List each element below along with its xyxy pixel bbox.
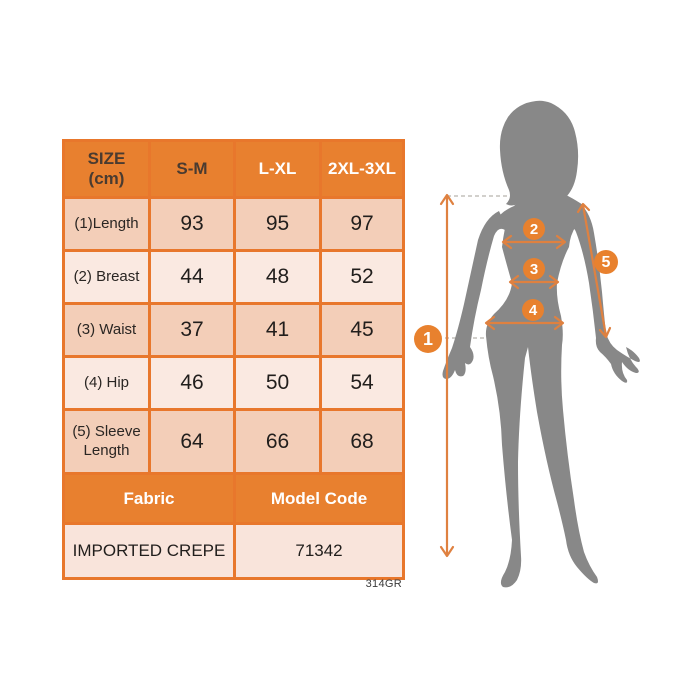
marker-3-number: 3 <box>530 261 538 278</box>
row-label-breast: (2) Breast <box>62 249 151 305</box>
header-size-cm-label: SIZE (cm) <box>87 149 126 188</box>
marker-4-hip: 4 <box>522 299 544 321</box>
marker-5-sleeve: 5 <box>594 250 618 274</box>
table-row-sleeve-length: (5) Sleeve Length 64 66 68 <box>62 408 405 475</box>
size-chart-table: SIZE (cm) S-M L-XL 2XL-3XL (1)Length 93 … <box>62 139 405 580</box>
breast-lxl-value: 48 <box>233 249 322 305</box>
body-measurement-figure: 1 2 3 4 5 <box>414 100 640 588</box>
header-col-lxl: L-XL <box>233 139 322 199</box>
hair-silhouette <box>499 100 579 207</box>
table-row-length: (1)Length 93 95 97 <box>62 196 405 252</box>
female-silhouette <box>442 100 640 588</box>
measurement-markers: 1 2 3 4 5 <box>414 218 618 353</box>
table-row-breast: (2) Breast 44 48 52 <box>62 249 405 305</box>
length-2xl3xl-value: 97 <box>319 196 405 252</box>
hip-lxl-value: 50 <box>233 355 322 411</box>
table-header-row: SIZE (cm) S-M L-XL 2XL-3XL <box>62 139 405 199</box>
table-footer-value-row: IMPORTED CREPE 71342 <box>62 522 405 580</box>
marker-5-number: 5 <box>602 254 611 271</box>
fabric-value: IMPORTED CREPE <box>62 522 236 580</box>
waist-2xl3xl-value: 45 <box>319 302 405 358</box>
marker-3-waist: 3 <box>523 258 545 280</box>
sleeve-2xl3xl-value: 68 <box>319 408 405 475</box>
row-label-hip: (4) Hip <box>62 355 151 411</box>
length-arrow <box>439 193 455 558</box>
header-col-sm: S-M <box>148 139 236 199</box>
length-sm-value: 93 <box>148 196 236 252</box>
breast-sm-value: 44 <box>148 249 236 305</box>
breast-arrow <box>501 234 567 250</box>
row-label-waist: (3) Waist <box>62 302 151 358</box>
row-label-sleeve-length: (5) Sleeve Length <box>62 408 151 475</box>
waist-arrow <box>508 274 560 290</box>
sleeve-sm-value: 64 <box>148 408 236 475</box>
header-size-cm: SIZE (cm) <box>62 139 151 199</box>
sleeve-lxl-value: 66 <box>233 408 322 475</box>
table-row-hip: (4) Hip 46 50 54 <box>62 355 405 411</box>
marker-2-breast: 2 <box>523 218 545 240</box>
waist-sm-value: 37 <box>148 302 236 358</box>
sleeve-arrow <box>576 202 612 339</box>
marker-1-number: 1 <box>423 329 433 349</box>
waist-lxl-value: 41 <box>233 302 322 358</box>
right-arm-silhouette <box>570 203 640 383</box>
table-row-waist: (3) Waist 37 41 45 <box>62 302 405 358</box>
marker-2-number: 2 <box>530 221 538 238</box>
measurement-arrows <box>439 193 612 558</box>
hip-2xl3xl-value: 54 <box>319 355 405 411</box>
fabric-header: Fabric <box>62 472 236 525</box>
marker-4-number: 4 <box>529 302 538 319</box>
marker-1-length: 1 <box>414 325 442 353</box>
breast-2xl3xl-value: 52 <box>319 249 405 305</box>
hip-arrow <box>484 315 565 331</box>
model-code-header: Model Code <box>233 472 405 525</box>
header-col-2xl3xl: 2XL-3XL <box>319 139 405 199</box>
table-footer-header-row: Fabric Model Code <box>62 472 405 525</box>
row-label-length: (1)Length <box>62 196 151 252</box>
model-code-value: 71342 <box>233 522 405 580</box>
left-arm-silhouette <box>442 211 510 379</box>
product-code-text: 314GR <box>365 578 402 590</box>
length-lxl-value: 95 <box>233 196 322 252</box>
hip-sm-value: 46 <box>148 355 236 411</box>
